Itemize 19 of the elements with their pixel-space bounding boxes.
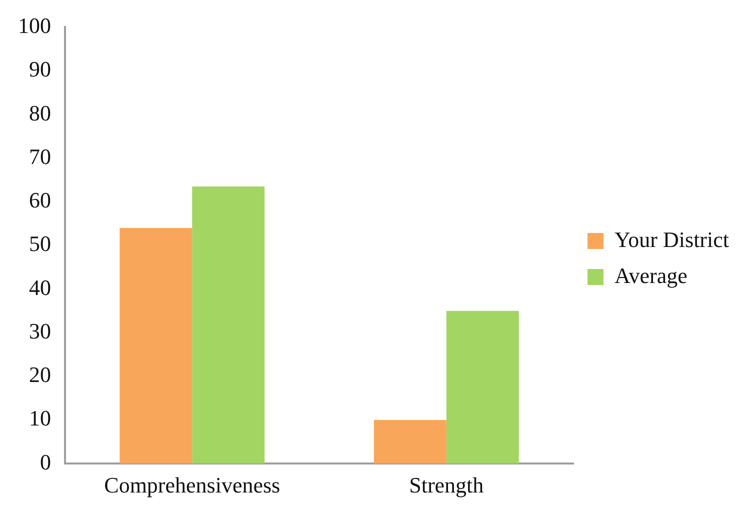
y-tick-label: 0: [40, 449, 51, 474]
x-tick-label: Strength: [409, 472, 484, 498]
bar: [446, 310, 519, 464]
y-tick-label: 60: [29, 188, 51, 213]
bar: [374, 420, 446, 464]
y-tick-label: 50: [29, 231, 51, 256]
y-tick-label: 30: [29, 318, 51, 344]
bar: [120, 228, 192, 464]
y-tick-label: 90: [29, 56, 51, 82]
bar: [192, 186, 265, 464]
y-tick-label: 80: [29, 100, 51, 126]
legend-label: Your District: [614, 226, 730, 252]
y-tick-label: 20: [29, 362, 51, 388]
y-tick-label: 10: [29, 406, 51, 431]
y-tick-label: 70: [29, 144, 51, 169]
y-tick-label: 100: [18, 12, 51, 38]
legend-label: Average: [614, 262, 688, 288]
y-tick-label: 40: [29, 274, 51, 300]
x-tick-label: Comprehensiveness: [104, 472, 280, 498]
